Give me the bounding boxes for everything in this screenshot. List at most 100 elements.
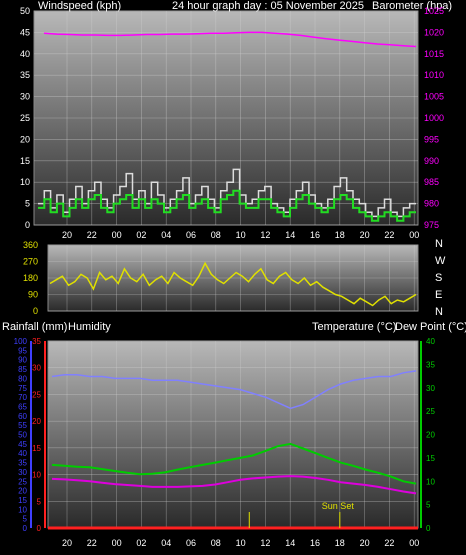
humidity-y-tick: 25 [18, 477, 27, 486]
humidity-y-tick: 70 [18, 393, 27, 402]
graph-title: 24 hour graph day : 05 November 2025 [172, 0, 364, 12]
wind-y-tick: 25 [20, 113, 30, 123]
barometer-y-tick: 1015 [424, 49, 444, 59]
humidity-y-tick: 5 [23, 515, 28, 524]
direction-grid [48, 244, 418, 312]
dewpoint-line [51, 475, 417, 495]
wind-x-tick: 06 [186, 230, 196, 240]
direction-y-tick: 180 [23, 273, 38, 283]
temperature-x-tick: 00 [112, 538, 122, 548]
temperature-x-tick: 14 [285, 538, 295, 548]
humidity-y-tick: 40 [18, 449, 27, 458]
direction-y-tick: 360 [23, 240, 38, 250]
wind-x-tick: 22 [384, 230, 394, 240]
barometer-y-tick: 990 [424, 156, 439, 166]
humidity-y-tick: 60 [18, 412, 27, 421]
temperature-y-tick: 35 [426, 360, 435, 369]
wind-y-tick: 50 [20, 6, 30, 16]
rainfall-y-tick: 5 [37, 497, 42, 506]
temperature-x-tick: 22 [87, 538, 97, 548]
wind-y-tick: 45 [20, 27, 30, 37]
compass-w: W [435, 255, 446, 267]
humidity-y-tick: 95 [18, 346, 27, 355]
wind-average-line [38, 189, 416, 222]
wind-x-tick: 04 [161, 230, 171, 240]
temperature-y-tick: 25 [426, 407, 435, 416]
wind-y-tick: 0 [25, 220, 30, 230]
barometer-y-tick: 1010 [424, 70, 444, 80]
direction-y-tick: 270 [23, 257, 38, 267]
wind-x-tick: 14 [285, 230, 295, 240]
humidity-y-tick: 0 [23, 524, 28, 533]
temperature-plot-area [47, 340, 419, 529]
rainfall-y-tick: 0 [37, 524, 42, 533]
barometer-y-tick: 1020 [424, 27, 444, 37]
barometer-y-tick: 1025 [424, 6, 444, 16]
temperature-x-tick: 22 [384, 538, 394, 548]
wind-y-tick: 15 [20, 156, 30, 166]
temperature-y-tick: 15 [426, 454, 435, 463]
humidity-y-tick: 100 [14, 337, 28, 346]
wind-x-tick-labels: 20 22 00 02 04 06 08 10 12 14 16 18 20 22 00 [62, 230, 419, 240]
barometer-axis-title: Barometer (hpa) [372, 0, 452, 12]
wind-y-tick-labels: 0 5 10 15 20 25 30 35 40 45 50 [20, 6, 30, 230]
wind-axis-title: Windspeed (kph) [38, 0, 121, 12]
wind-y-tick: 40 [20, 49, 30, 59]
temperature-x-tick: 08 [211, 538, 221, 548]
temperature-x-tick: 20 [62, 538, 72, 548]
temperature-x-tick: 06 [186, 538, 196, 548]
temperature-y-tick: 30 [426, 384, 435, 393]
humidity-y-tick: 10 [18, 505, 27, 514]
barometer-line [43, 31, 417, 48]
wind-y-tick: 20 [20, 134, 30, 144]
temperature-x-tick: 02 [136, 538, 146, 548]
temperature-x-tick: 20 [360, 538, 370, 548]
wind-y-tick: 35 [20, 70, 30, 80]
compass-e: E [435, 289, 442, 301]
direction-y-tick-labels: 0 90 180 270 360 [23, 240, 38, 316]
humidity-y-tick: 65 [18, 402, 27, 411]
wind-x-tick: 12 [260, 230, 270, 240]
wind-x-tick: 20 [62, 230, 72, 240]
temperature-axis-title: Temperature (°C) [312, 321, 396, 333]
barometer-y-tick: 1005 [424, 92, 444, 102]
dewpoint-axis-title: Dew Point (°C) [395, 321, 466, 333]
wind-x-tick: 18 [335, 230, 345, 240]
wind-x-tick: 22 [87, 230, 97, 240]
temperature-line [51, 442, 417, 485]
compass-n-top: N [435, 238, 443, 250]
humidity-y-tick: 30 [18, 468, 27, 477]
rainfall-y-tick: 25 [32, 390, 41, 399]
rainfall-y-tick: 35 [32, 337, 41, 346]
rainfall-y-tick-labels: 0 5 10 15 20 25 30 35 [32, 337, 41, 533]
wind-x-tick: 08 [211, 230, 221, 240]
temperature-y-tick: 0 [426, 524, 431, 533]
temperature-x-tick: 04 [161, 538, 171, 548]
humidity-y-tick: 15 [18, 496, 27, 505]
rainfall-y-tick: 15 [32, 444, 41, 453]
rainfall-axis-title: Rainfall (mm) [2, 321, 67, 333]
temperature-x-tick: 18 [335, 538, 345, 548]
rainfall-y-tick: 30 [32, 364, 41, 373]
temperature-y-tick: 20 [426, 431, 435, 440]
direction-y-tick: 0 [33, 306, 38, 316]
humidity-y-tick: 85 [18, 365, 27, 374]
barometer-y-tick: 1000 [424, 113, 444, 123]
wind-y-tick: 10 [20, 177, 30, 187]
humidity-axis-title: Humidity [68, 321, 111, 333]
direction-y-tick: 90 [28, 290, 38, 300]
humidity-y-tick: 45 [18, 440, 27, 449]
temperature-y-tick: 10 [426, 477, 435, 486]
sunset-label: Sun Set [322, 501, 355, 511]
temperature-x-tick: 16 [310, 538, 320, 548]
rainfall-y-tick: 10 [32, 471, 41, 480]
wind-y-tick: 5 [25, 199, 30, 209]
humidity-y-tick: 20 [18, 487, 27, 496]
rainfall-y-tick: 20 [32, 417, 41, 426]
humidity-line [51, 370, 417, 410]
wind-direction-line [49, 261, 417, 307]
compass-n-bottom: N [435, 306, 443, 318]
temperature-y-tick: 5 [426, 501, 431, 510]
wind-x-tick: 20 [360, 230, 370, 240]
